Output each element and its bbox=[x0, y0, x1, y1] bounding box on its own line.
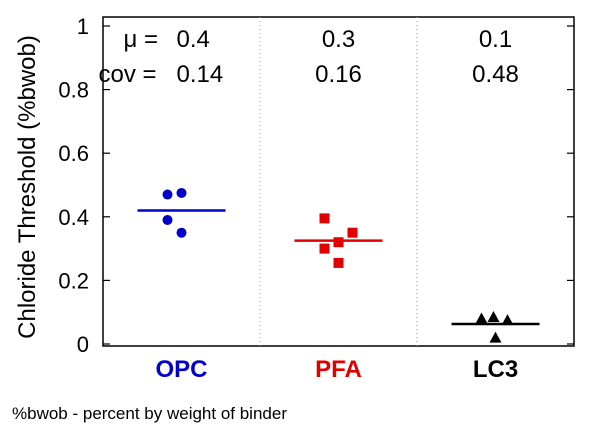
data-point bbox=[347, 227, 358, 238]
y-tick-label: 0 bbox=[77, 332, 89, 357]
cov-value: 0.48 bbox=[472, 61, 519, 88]
data-point bbox=[333, 237, 344, 248]
data-point bbox=[487, 310, 500, 322]
series-pfa bbox=[294, 213, 383, 268]
y-tick-label: 0.6 bbox=[58, 141, 89, 166]
y-tick-label: 0.8 bbox=[58, 78, 89, 103]
mu-value: 0.4 bbox=[177, 26, 210, 53]
mu-value: 0.3 bbox=[322, 26, 355, 53]
data-point bbox=[333, 257, 344, 268]
mu-label: μ = bbox=[124, 26, 159, 53]
cov-value: 0.14 bbox=[177, 61, 224, 88]
data-point bbox=[162, 189, 173, 200]
y-tick-label: 0.4 bbox=[58, 205, 89, 230]
data-point bbox=[501, 314, 514, 326]
series-opc bbox=[137, 187, 226, 238]
data-marks bbox=[137, 187, 540, 343]
data-point bbox=[475, 312, 488, 324]
x-axis-categories: OPC PFA LC3 bbox=[155, 356, 518, 383]
y-axis: 0 0.2 0.4 0.6 0.8 1 bbox=[58, 14, 574, 357]
category-label: OPC bbox=[155, 356, 207, 383]
data-point bbox=[162, 214, 173, 225]
data-point bbox=[319, 243, 330, 254]
y-axis-label: Chloride Threshold (%bwob) bbox=[14, 35, 41, 339]
cov-value: 0.16 bbox=[315, 61, 362, 88]
category-label: LC3 bbox=[473, 356, 518, 383]
data-point bbox=[176, 187, 187, 198]
data-point bbox=[176, 227, 187, 238]
category-label: PFA bbox=[315, 356, 362, 383]
y-tick-label: 1 bbox=[77, 14, 89, 39]
footnote: %bwob - percent by weight of binder bbox=[12, 404, 287, 423]
group-separators bbox=[259, 17, 418, 346]
series-lc3 bbox=[451, 310, 540, 343]
plot-area bbox=[102, 16, 575, 347]
statistics-annotations: μ = 0.4 cov = 0.14 0.3 0.16 0.1 0.48 bbox=[99, 26, 519, 88]
cov-label: cov = bbox=[99, 61, 157, 88]
chloride-threshold-chart: 0 0.2 0.4 0.6 0.8 1 μ = 0.4 cov = 0.14 0.3 0.16 0.1… bbox=[14, 14, 575, 383]
data-point bbox=[319, 213, 330, 224]
mu-value: 0.1 bbox=[479, 26, 512, 53]
y-tick-label: 0.2 bbox=[58, 268, 89, 293]
data-point bbox=[489, 331, 502, 343]
